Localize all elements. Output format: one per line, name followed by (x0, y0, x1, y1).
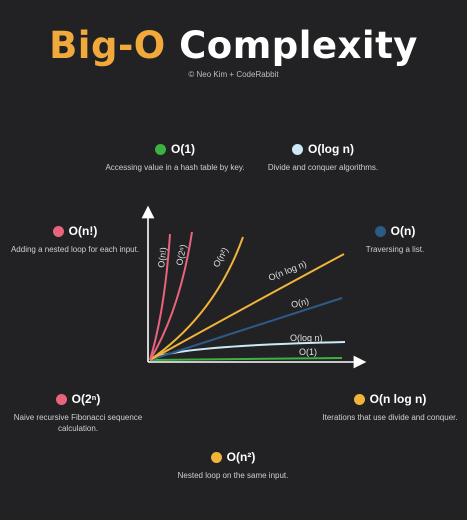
curve-label-ologn: O(log n) (290, 333, 323, 343)
note-on2-desc: Nested loop on the same input. (177, 471, 289, 480)
curve-onfact (149, 233, 171, 361)
o2n-dot-icon (55, 393, 67, 405)
note-onfact: O(n!) Adding a nested loop for each inpu… (10, 224, 140, 255)
note-onlogn-desc: Iterations that use divide and conquer. (322, 413, 458, 422)
note-on-label: O(n) (390, 224, 416, 238)
ologn-dot-icon (292, 143, 303, 155)
note-onlogn: O(n log n) Iterations that use divide an… (320, 392, 460, 423)
curve-label-on: O(n) (290, 296, 310, 310)
note-ologn: O(log n) Divide and conquer algorithms. (258, 142, 388, 173)
note-on-desc: Traversing a list. (365, 245, 425, 254)
on2-dot-icon (210, 451, 222, 463)
curve-on2 (149, 236, 244, 361)
title-complexity: Complexity (179, 24, 418, 67)
curve-on (149, 297, 343, 361)
note-o2n: O(2ⁿ) Naive recursive Fibonacci sequence… (8, 392, 148, 434)
curve-label-o1: O(1) (299, 347, 317, 357)
onfact-dot-icon (52, 225, 64, 237)
note-onfact-label: O(n!) (68, 224, 98, 238)
note-o1-label: O(1) (171, 142, 195, 156)
note-o1-desc: Accessing value in a hash table by key. (105, 163, 245, 172)
curve-label-onlogn: O(n log n) (267, 259, 308, 283)
on-dot-icon (374, 225, 386, 237)
curve-o1 (149, 357, 343, 361)
note-o2n-desc: Naive recursive Fibonacci sequence calcu… (13, 413, 143, 433)
curve-label-onfact: O(n!) (156, 247, 168, 269)
curve-label-on2: O(n²) (211, 246, 230, 269)
curve-onlogn (149, 253, 345, 361)
note-onlogn-label: O(n log n) (369, 392, 427, 406)
note-o1: O(1) Accessing value in a hash table by … (100, 142, 250, 173)
curve-label-o2n: O(2ⁿ) (174, 244, 188, 267)
note-on: O(n) Traversing a list. (335, 224, 455, 255)
o1-dot-icon (155, 143, 166, 155)
note-ologn-desc: Divide and conquer algorithms. (267, 163, 379, 172)
note-ologn-label: O(log n) (308, 142, 354, 156)
note-onfact-desc: Adding a nested loop for each input. (10, 245, 140, 254)
note-o2n-label: O(2ⁿ) (71, 392, 101, 406)
page-title: Big-O Complexity (0, 24, 467, 67)
title-big-o: Big-O (49, 24, 166, 67)
curve-o2n (149, 231, 193, 361)
onlogn-dot-icon (353, 393, 365, 405)
note-on2: O(n²) Nested loop on the same input. (173, 450, 293, 481)
credit-line: © Neo Kim + CodeRabbit (188, 70, 279, 79)
note-on2-label: O(n²) (226, 450, 256, 464)
